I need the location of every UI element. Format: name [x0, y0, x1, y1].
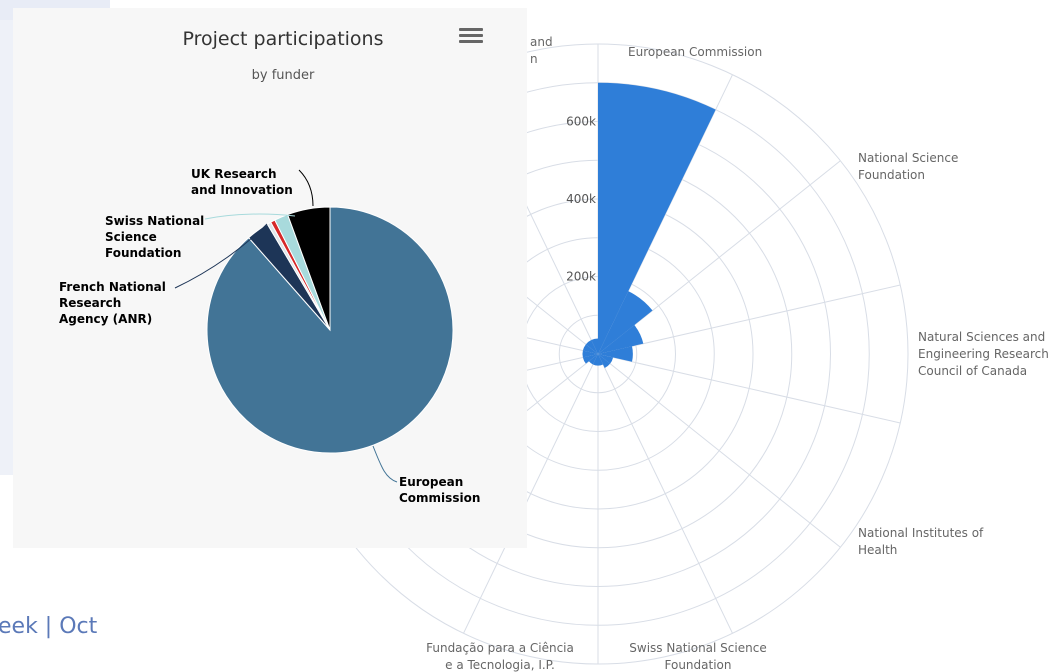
left-background-strip: [0, 20, 13, 475]
polar-tick-label: 200k: [566, 270, 596, 284]
polar-category-label: Fundação para a Ciência e a Tecnologia, I…: [426, 641, 574, 672]
polar-bar[interactable]: [582, 354, 598, 364]
polar-bar[interactable]: [598, 354, 611, 368]
polar-bar[interactable]: [598, 291, 653, 354]
polar-bar[interactable]: [591, 338, 598, 355]
polar-bar[interactable]: [598, 354, 604, 366]
polar-bar[interactable]: [598, 346, 633, 362]
polar-grid-spoke: [597, 353, 841, 548]
pie-chart: European Commission French National Researc…: [59, 167, 480, 505]
pie-chart-title: Project participations: [182, 28, 384, 50]
pie-connector-line: [174, 223, 268, 289]
polar-bar[interactable]: [598, 82, 716, 354]
polar-bar[interactable]: [585, 340, 598, 354]
polar-grid-spoke: [597, 284, 901, 355]
pie-slice-label: French National Research Agency (ANR): [59, 280, 166, 326]
pie-connector-line: [372, 445, 398, 483]
polar-tick-label: 600k: [566, 115, 596, 129]
polar-category-label: Swiss National Science Foundation: [629, 641, 766, 672]
footer-text: eek | Oct: [0, 614, 98, 639]
polar-tick-label: 400k: [566, 192, 596, 206]
pie-slice[interactable]: [286, 206, 331, 331]
polar-grid-spoke: [597, 353, 901, 424]
pie-slice-label: UK Research and Innovation: [191, 167, 293, 197]
polar-grid-spoke: [597, 353, 733, 634]
polar-category-label: Natural Sciences and Engineering Research…: [918, 330, 1049, 378]
polar-bar[interactable]: [588, 354, 598, 365]
polar-category-label: National Institutes of Health: [858, 526, 984, 557]
polar-bar[interactable]: [582, 350, 598, 358]
polar-category-label: and n: [530, 35, 553, 66]
polar-bar[interactable]: [598, 354, 614, 364]
hamburger-menu-icon[interactable]: [459, 26, 483, 46]
polar-bar[interactable]: [598, 325, 644, 354]
pie-connector-line: [204, 213, 296, 220]
polar-grid-spoke: [463, 353, 599, 634]
polar-bar[interactable]: [582, 344, 598, 354]
pie-slice-label: European Commission: [399, 475, 480, 505]
pie-chart-subtitle: by funder: [251, 68, 315, 83]
polar-category-label: National Science Foundation: [858, 151, 958, 182]
polar-category-labels: European Commission National Science Found…: [426, 35, 1049, 672]
pie-chart-card: Project participations by funder Europea…: [13, 8, 527, 548]
pie-labels: European Commission French National Researc…: [59, 167, 480, 505]
polar-bars: [582, 82, 716, 368]
pie-connector-line: [298, 169, 314, 207]
polar-tick-labels: 200k 400k 600k: [566, 115, 596, 284]
polar-category-label: European Commission: [628, 45, 762, 59]
pie-slice-label: Swiss National Science Foundation: [105, 214, 204, 260]
polar-bar[interactable]: [592, 354, 598, 366]
